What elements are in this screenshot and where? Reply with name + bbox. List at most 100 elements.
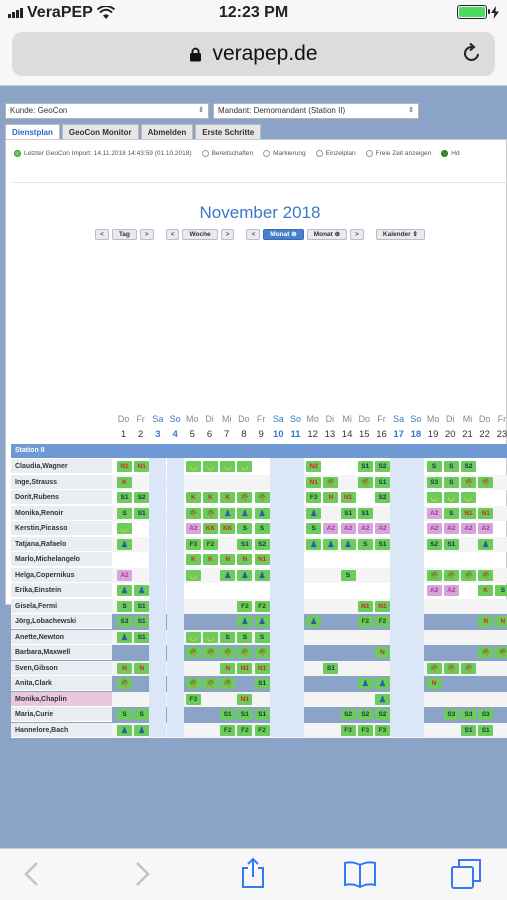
shift-cell[interactable]: N1 bbox=[375, 600, 390, 612]
tab-dienstplan[interactable]: Dienstplan bbox=[5, 124, 60, 139]
shift-cell[interactable]: N bbox=[117, 662, 132, 674]
free-shift-icon[interactable]: ◡ bbox=[117, 523, 132, 534]
prev-day-button[interactable]: < bbox=[95, 229, 109, 240]
shift-cell[interactable]: N1 bbox=[340, 492, 356, 503]
shift-cell[interactable]: S bbox=[134, 709, 150, 720]
day-number[interactable]: 3 bbox=[155, 429, 161, 440]
shift-cell[interactable]: N bbox=[220, 554, 236, 565]
shift-cell[interactable]: N2 bbox=[306, 461, 322, 472]
person-icon[interactable]: ♟ bbox=[375, 693, 390, 705]
shift-cell[interactable]: A2 bbox=[461, 523, 476, 534]
shift-cell[interactable]: N1 bbox=[237, 662, 253, 674]
shift-cell[interactable]: S bbox=[117, 600, 132, 612]
day-number[interactable]: 10 bbox=[273, 429, 284, 440]
shift-cell[interactable]: N bbox=[375, 647, 390, 658]
shift-cell[interactable]: A2 bbox=[443, 585, 459, 596]
day-number[interactable]: 2 bbox=[138, 429, 144, 440]
tab-erste-schritte[interactable]: Erste Schritte bbox=[195, 124, 262, 139]
shift-cell[interactable]: N1 bbox=[254, 554, 270, 565]
shift-cell[interactable]: N bbox=[495, 616, 507, 627]
free-shift-icon[interactable]: ◡ bbox=[220, 461, 236, 472]
shift-cell[interactable]: N bbox=[478, 616, 494, 627]
shift-cell[interactable]: F2 bbox=[254, 600, 270, 612]
shift-cell[interactable]: S1 bbox=[134, 600, 150, 612]
shift-cell[interactable]: N1 bbox=[306, 476, 322, 488]
vacation-icon[interactable]: 🌴 bbox=[461, 662, 476, 674]
calendar-button[interactable]: Kalender ⇕ bbox=[375, 229, 425, 240]
shift-cell[interactable]: S2 bbox=[375, 709, 390, 720]
employee-name[interactable]: Anita,Clark bbox=[11, 676, 112, 691]
shift-cell[interactable]: S bbox=[340, 569, 356, 581]
shift-cell[interactable]: N1 bbox=[357, 600, 373, 612]
vacation-icon[interactable]: 🌴 bbox=[357, 476, 373, 488]
vacation-icon[interactable]: 🌴 bbox=[478, 476, 494, 488]
month-view-button[interactable]: Monat ⊕ bbox=[263, 229, 304, 240]
shift-cell[interactable]: S1 bbox=[134, 507, 150, 519]
employee-name[interactable]: Inge,Strauss bbox=[11, 474, 112, 490]
shift-cell[interactable]: S2 bbox=[461, 461, 476, 472]
shift-cell[interactable]: S bbox=[443, 461, 459, 472]
employee-name[interactable]: Helga,Copernikus bbox=[11, 567, 112, 583]
reload-icon[interactable] bbox=[461, 42, 483, 64]
legend-markierung[interactable]: Markierung bbox=[263, 149, 306, 157]
shift-cell[interactable]: S bbox=[443, 507, 459, 519]
shift-cell[interactable]: S1 bbox=[117, 492, 132, 503]
employee-name[interactable]: Gisela,Fermi bbox=[11, 598, 112, 614]
shift-cell[interactable]: KK bbox=[203, 523, 218, 534]
shift-cell[interactable]: S2 bbox=[357, 709, 373, 720]
shift-cell[interactable]: F3 bbox=[357, 724, 373, 736]
free-shift-icon[interactable]: ◡ bbox=[185, 461, 201, 472]
shift-cell[interactable]: S1 bbox=[443, 538, 459, 550]
shift-cell[interactable]: N1 bbox=[254, 662, 270, 674]
shift-cell[interactable]: S3 bbox=[443, 709, 459, 720]
day-number[interactable]: 1 bbox=[120, 429, 127, 440]
shift-cell[interactable]: S1 bbox=[134, 631, 150, 643]
person-icon[interactable]: ♟ bbox=[117, 631, 132, 643]
employee-name[interactable]: Marlo,Michelangelo bbox=[11, 552, 112, 567]
shift-cell[interactable]: F2 bbox=[203, 538, 218, 550]
address-bar[interactable]: verapep.de bbox=[12, 32, 495, 76]
day-number[interactable]: 23 bbox=[496, 429, 507, 440]
employee-name[interactable]: Erika,Einstein bbox=[11, 583, 112, 598]
tab-geocon-monitor[interactable]: GeoCon Monitor bbox=[61, 124, 139, 139]
shift-cell[interactable]: F2 bbox=[220, 724, 236, 736]
person-icon[interactable]: ♟ bbox=[306, 507, 322, 519]
employee-name[interactable]: Monika,Renoir bbox=[11, 505, 112, 521]
person-icon[interactable]: ♟ bbox=[134, 724, 150, 736]
day-number[interactable]: 8 bbox=[241, 429, 247, 440]
month-plus-button[interactable]: Monat ⊕ bbox=[306, 229, 348, 240]
kunde-select[interactable]: Kunde: GeoCon ⇕ bbox=[5, 103, 209, 119]
vacation-icon[interactable]: 🌴 bbox=[461, 569, 476, 581]
forward-icon[interactable] bbox=[132, 861, 152, 887]
day-view-button[interactable]: Tag bbox=[111, 229, 137, 240]
vacation-icon[interactable]: 🌴 bbox=[203, 678, 218, 689]
day-number[interactable]: 11 bbox=[290, 429, 301, 440]
day-number[interactable]: 5 bbox=[189, 429, 195, 440]
legend-freie-zeit[interactable]: Freie Zeit anzeigen bbox=[365, 149, 431, 157]
shift-cell[interactable]: A2 bbox=[426, 585, 442, 596]
legend-einzelplan[interactable]: Einzelplan bbox=[315, 149, 356, 157]
person-icon[interactable]: ♟ bbox=[237, 569, 253, 581]
shift-cell[interactable]: S bbox=[237, 523, 253, 534]
shift-cell[interactable]: S bbox=[254, 523, 270, 534]
shift-cell[interactable]: N bbox=[134, 662, 150, 674]
person-icon[interactable]: ♟ bbox=[237, 616, 253, 627]
share-icon[interactable] bbox=[240, 857, 266, 889]
shift-cell[interactable]: S1 bbox=[254, 678, 270, 689]
free-shift-icon[interactable]: ◡ bbox=[426, 492, 442, 503]
day-number[interactable]: 17 bbox=[393, 429, 404, 440]
employee-name[interactable]: Kerstin,Picasso bbox=[11, 521, 112, 536]
shift-cell[interactable]: S bbox=[117, 709, 132, 720]
person-icon[interactable]: ♟ bbox=[254, 507, 270, 519]
shift-cell[interactable]: S1 bbox=[357, 507, 373, 519]
shift-cell[interactable]: F3 bbox=[375, 724, 390, 736]
shift-cell[interactable]: N bbox=[426, 678, 442, 689]
prev-week-button[interactable]: < bbox=[165, 229, 180, 240]
person-icon[interactable]: ♟ bbox=[220, 507, 236, 519]
shift-cell[interactable]: K bbox=[203, 492, 218, 503]
shift-cell[interactable]: A2 bbox=[340, 523, 356, 534]
prev-month-button[interactable]: < bbox=[246, 229, 261, 240]
shift-cell[interactable]: S3 bbox=[478, 709, 494, 720]
person-icon[interactable]: ♟ bbox=[306, 616, 322, 627]
day-number[interactable]: 16 bbox=[376, 429, 387, 440]
